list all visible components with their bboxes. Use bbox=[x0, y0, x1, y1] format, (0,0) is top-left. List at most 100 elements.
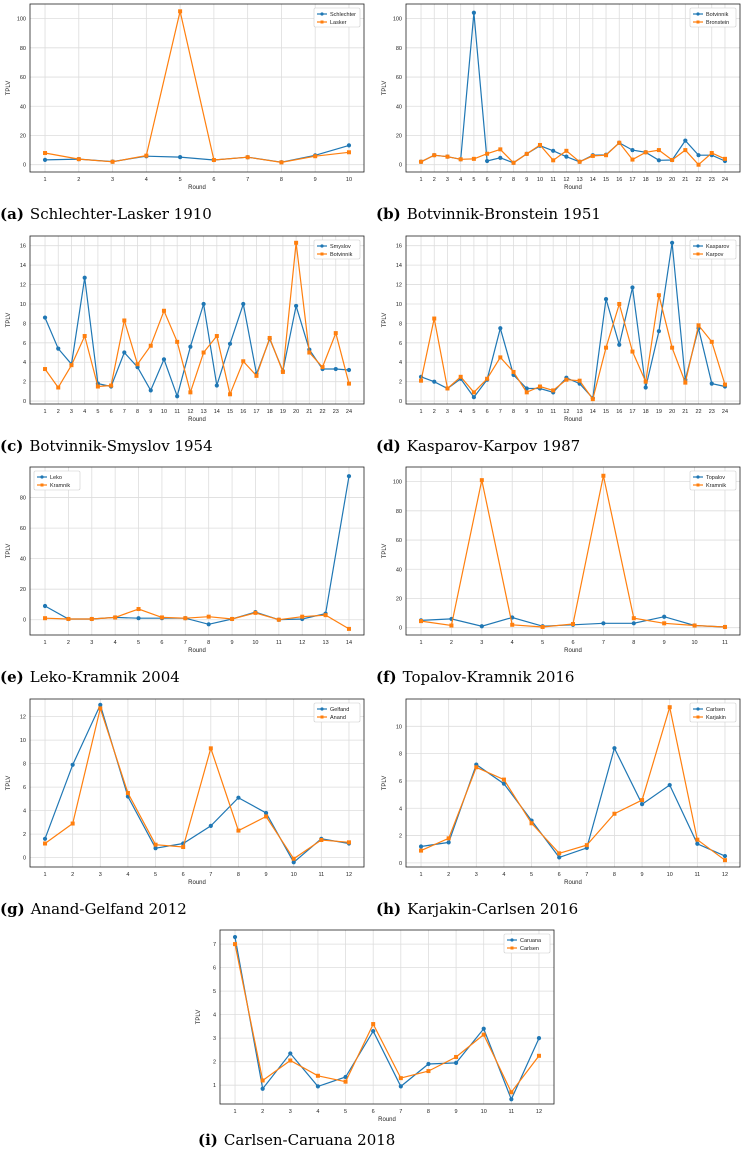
data-point bbox=[551, 148, 556, 153]
caption-text-f: Topalov-Kramnik 2016 bbox=[402, 668, 575, 686]
legend-label: Gelfand bbox=[330, 707, 349, 713]
data-point bbox=[69, 363, 74, 368]
legend-marker bbox=[40, 475, 44, 479]
legend-label: Carlsen bbox=[520, 946, 539, 952]
y-tick-label: 8 bbox=[23, 762, 26, 768]
x-tick-label: 9 bbox=[641, 872, 644, 878]
y-tick-label: 4 bbox=[23, 809, 26, 815]
plot-frame bbox=[219, 929, 555, 1105]
x-tick-label: 9 bbox=[231, 640, 234, 646]
data-point bbox=[56, 385, 61, 390]
data-point bbox=[264, 814, 269, 819]
x-tick-label: 10 bbox=[291, 872, 297, 878]
y-tick-label: 40 bbox=[20, 557, 26, 563]
data-point bbox=[709, 151, 714, 156]
data-point bbox=[346, 381, 351, 386]
x-tick-label: 22 bbox=[695, 177, 701, 183]
x-axis-label: Round bbox=[564, 648, 582, 654]
legend-label: Schlechter bbox=[330, 12, 356, 18]
x-tick-label: 2 bbox=[261, 1109, 264, 1115]
x-tick-label: 9 bbox=[525, 177, 528, 183]
data-point bbox=[346, 474, 352, 479]
caption-d: (d) Kasparov-Karpov 1987 bbox=[376, 437, 580, 455]
series-line-lasker bbox=[44, 11, 350, 164]
data-point bbox=[667, 782, 672, 788]
x-axis-label: Round bbox=[564, 417, 582, 423]
y-tick-label: 60 bbox=[396, 538, 402, 544]
x-tick-label: 13 bbox=[323, 640, 329, 646]
data-point bbox=[294, 303, 299, 309]
data-point bbox=[454, 1054, 459, 1059]
x-tick-label: 10 bbox=[692, 640, 698, 646]
y-tick-label: 8 bbox=[399, 752, 402, 758]
data-point bbox=[639, 802, 645, 807]
y-axis-label: TPLV bbox=[6, 776, 12, 791]
data-point bbox=[584, 843, 589, 848]
y-axis-label: TPLV bbox=[6, 81, 12, 96]
data-point bbox=[426, 1061, 431, 1067]
data-point bbox=[557, 855, 562, 860]
data-point bbox=[241, 301, 246, 307]
series-line-karpov bbox=[420, 295, 726, 401]
data-point bbox=[458, 157, 463, 162]
data-point bbox=[479, 624, 484, 629]
x-tick-label: 8 bbox=[512, 177, 515, 183]
series-line-karjakin bbox=[420, 707, 726, 861]
x-tick-label: 19 bbox=[656, 177, 662, 183]
data-point bbox=[201, 301, 206, 307]
plot-frame bbox=[29, 235, 365, 405]
y-tick-label: 80 bbox=[396, 46, 402, 52]
data-point bbox=[656, 148, 661, 153]
series-line-kramnik bbox=[44, 608, 350, 630]
y-tick-label: 60 bbox=[20, 75, 26, 81]
x-tick-label: 18 bbox=[267, 409, 273, 415]
data-point bbox=[175, 394, 180, 399]
legend: Caruana Carlsen bbox=[503, 933, 551, 954]
data-point bbox=[178, 9, 183, 14]
data-point bbox=[161, 308, 166, 313]
data-point bbox=[43, 367, 48, 372]
legend-marker bbox=[696, 715, 700, 719]
data-point bbox=[136, 616, 141, 621]
x-tick-label: 17 bbox=[629, 409, 635, 415]
legend-marker bbox=[696, 483, 700, 487]
x-tick-label: 4 bbox=[459, 409, 462, 415]
x-tick-label: 3 bbox=[111, 177, 114, 183]
y-tick-label: 100 bbox=[393, 17, 402, 23]
series-line-bronstein bbox=[420, 141, 726, 166]
plot-frame bbox=[29, 466, 365, 636]
data-point bbox=[564, 377, 569, 382]
data-point bbox=[135, 362, 140, 367]
data-point bbox=[485, 151, 490, 156]
data-point bbox=[445, 386, 450, 391]
x-tick-label: 5 bbox=[154, 872, 157, 878]
data-point bbox=[643, 385, 648, 390]
data-point bbox=[56, 346, 61, 351]
x-tick-label: 4 bbox=[145, 177, 148, 183]
data-point bbox=[722, 156, 727, 161]
caption-label-d: (d) bbox=[376, 437, 401, 455]
data-point bbox=[529, 821, 534, 826]
x-tick-label: 12 bbox=[187, 409, 193, 415]
data-point bbox=[125, 790, 130, 795]
data-point bbox=[279, 160, 284, 165]
data-point bbox=[206, 614, 211, 619]
x-tick-label: 5 bbox=[96, 409, 99, 415]
series-line-botvinnik bbox=[420, 12, 726, 164]
caption-label-e: (e) bbox=[0, 668, 24, 686]
data-point bbox=[291, 856, 296, 861]
chart-panel-f: 1 2 3 4 5 6 7 8 9 10 11 0 20 40 60 80 100 Round TPLV Topalo… bbox=[376, 463, 750, 695]
y-axis-label: TPLV bbox=[196, 1010, 202, 1025]
data-point bbox=[214, 334, 219, 339]
x-tick-label: 1 bbox=[43, 640, 46, 646]
x-tick-label: 12 bbox=[299, 640, 305, 646]
x-tick-label: 11 bbox=[508, 1109, 514, 1115]
legend-label: Kramnik bbox=[50, 483, 70, 489]
data-point bbox=[630, 147, 635, 153]
x-axis-label: Round bbox=[564, 880, 582, 886]
legend-marker bbox=[696, 252, 700, 256]
y-axis-label: TPLV bbox=[382, 81, 388, 96]
x-tick-label: 7 bbox=[585, 872, 588, 878]
caption-g: (g) Anand-Gelfand 2012 bbox=[0, 900, 187, 918]
data-point bbox=[722, 853, 728, 859]
